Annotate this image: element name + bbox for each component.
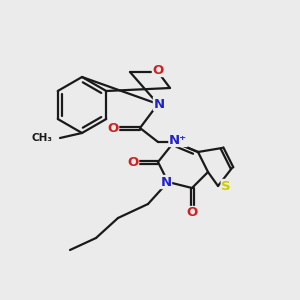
Text: O: O <box>186 206 198 220</box>
Text: O: O <box>128 155 139 169</box>
Text: N: N <box>160 176 172 188</box>
Text: O: O <box>107 122 118 134</box>
Text: CH₃: CH₃ <box>31 133 52 143</box>
Text: N: N <box>153 98 165 110</box>
Text: O: O <box>152 64 164 76</box>
Text: S: S <box>221 179 231 193</box>
Text: N⁺: N⁺ <box>169 134 187 146</box>
